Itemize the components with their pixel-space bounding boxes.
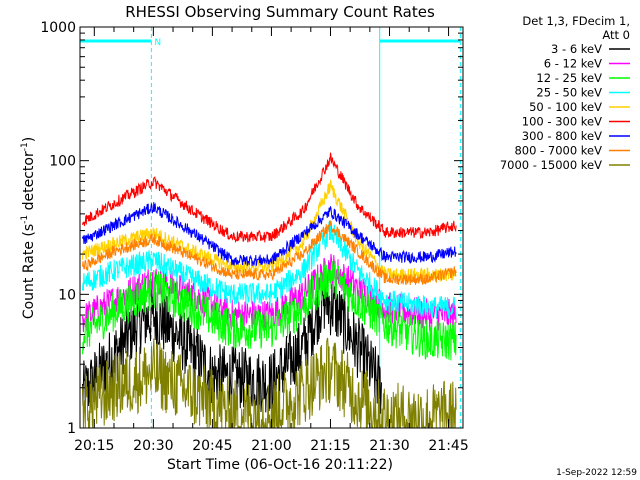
- plot-area: N: [79, 27, 461, 429]
- series-line: [82, 260, 457, 361]
- legend-label: 100 - 300 keV: [522, 115, 602, 129]
- x-tick-label: 20:45: [192, 438, 232, 454]
- series-line: [82, 152, 457, 243]
- date-stamp: 1-Sep-2022 12:59: [556, 468, 637, 478]
- legend-label: 800 - 7000 keV: [514, 144, 602, 158]
- x-tick-label: 20:30: [133, 438, 173, 454]
- series-line: [82, 202, 457, 267]
- legend-label: 50 - 100 keV: [529, 100, 602, 114]
- x-tick-label: 20:15: [74, 438, 114, 454]
- axes: 1 10 100 1000 20:15 20:30 20:45 21:00 21:15 21:30…: [40, 20, 468, 454]
- x-tick-label: 21:15: [310, 438, 350, 454]
- x-axis-label: Start Time (06-Oct-16 20:11:22): [167, 457, 393, 473]
- x-tick-label: 21:45: [428, 438, 468, 454]
- legend-header: Det 1,3, FDecim 1,: [522, 14, 630, 28]
- legend-label: 12 - 25 keV: [536, 71, 602, 85]
- y-tick-label: 100: [49, 154, 76, 170]
- x-tick-label: 21:30: [369, 438, 409, 454]
- x-tick-label: 21:00: [251, 438, 291, 454]
- series-line: [82, 220, 457, 319]
- legend-label: 3 - 6 keV: [551, 42, 602, 56]
- series-line: [82, 220, 457, 285]
- y-tick-label: 10: [58, 287, 76, 303]
- y-tick-label: 1000: [40, 20, 76, 36]
- legend-label: 25 - 50 keV: [536, 86, 602, 100]
- legend-label: 6 - 12 keV: [544, 57, 602, 71]
- night-label: N: [154, 38, 161, 48]
- legend-header: Att 0: [602, 28, 630, 42]
- series-line: [82, 271, 382, 414]
- chart-title: RHESSI Observing Summary Count Rates: [125, 3, 435, 21]
- legend-label: 300 - 800 keV: [522, 129, 602, 143]
- y-tick-label: 1: [67, 421, 76, 437]
- legend-label: 7000 - 15000 keV: [500, 158, 602, 172]
- y-axis-label: Count Rate (s-1 detector-1): [20, 137, 37, 319]
